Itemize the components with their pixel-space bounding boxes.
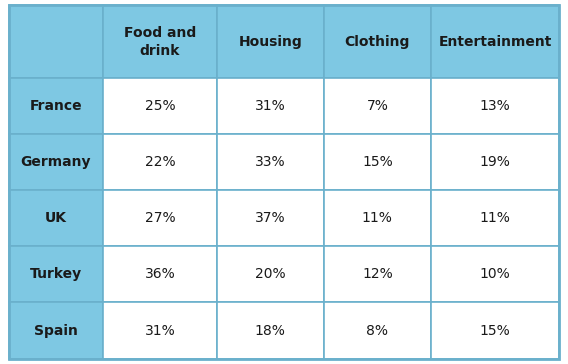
Bar (216, 302, 324, 359)
Bar (431, 134, 559, 190)
Bar (216, 246, 324, 302)
Bar (324, 78, 431, 134)
Bar (9, 302, 103, 359)
Bar (9, 190, 103, 246)
Text: 19%: 19% (480, 155, 511, 169)
Bar (9, 134, 103, 190)
Text: 37%: 37% (255, 211, 286, 225)
Bar (216, 5, 324, 78)
Bar (103, 134, 216, 190)
Bar (431, 5, 559, 78)
Bar (431, 246, 559, 302)
Text: Entertainment: Entertainment (438, 35, 552, 49)
Text: 8%: 8% (366, 324, 389, 337)
Text: 15%: 15% (362, 155, 392, 169)
Text: UK: UK (45, 211, 67, 225)
Bar (324, 190, 431, 246)
Text: 33%: 33% (255, 155, 286, 169)
Text: 36%: 36% (145, 268, 176, 281)
Text: Clothing: Clothing (345, 35, 410, 49)
Text: 31%: 31% (255, 99, 286, 113)
Text: 27%: 27% (145, 211, 176, 225)
Text: 22%: 22% (145, 155, 176, 169)
Bar (103, 302, 216, 359)
Bar (431, 78, 559, 134)
Text: 11%: 11% (362, 211, 393, 225)
Bar (431, 190, 559, 246)
Text: Germany: Germany (20, 155, 91, 169)
Bar (103, 78, 216, 134)
Bar (216, 190, 324, 246)
Bar (9, 78, 103, 134)
Text: Housing: Housing (239, 35, 302, 49)
Bar (324, 5, 431, 78)
Bar (324, 302, 431, 359)
Bar (431, 302, 559, 359)
Text: Spain: Spain (34, 324, 78, 337)
Text: Turkey: Turkey (30, 268, 82, 281)
Bar (103, 5, 216, 78)
Text: 13%: 13% (480, 99, 511, 113)
Bar (216, 134, 324, 190)
Text: 10%: 10% (480, 268, 511, 281)
Text: 12%: 12% (362, 268, 392, 281)
Text: 7%: 7% (366, 99, 389, 113)
Bar (324, 134, 431, 190)
Bar (9, 5, 103, 78)
Text: France: France (30, 99, 82, 113)
Bar (103, 246, 216, 302)
Text: 31%: 31% (145, 324, 176, 337)
Text: 18%: 18% (255, 324, 286, 337)
Bar (103, 190, 216, 246)
Text: 25%: 25% (145, 99, 176, 113)
Text: 20%: 20% (255, 268, 286, 281)
Text: 15%: 15% (480, 324, 511, 337)
Bar (9, 246, 103, 302)
Text: 11%: 11% (480, 211, 511, 225)
Bar (216, 78, 324, 134)
Bar (324, 246, 431, 302)
Text: Food and
drink: Food and drink (124, 26, 196, 58)
